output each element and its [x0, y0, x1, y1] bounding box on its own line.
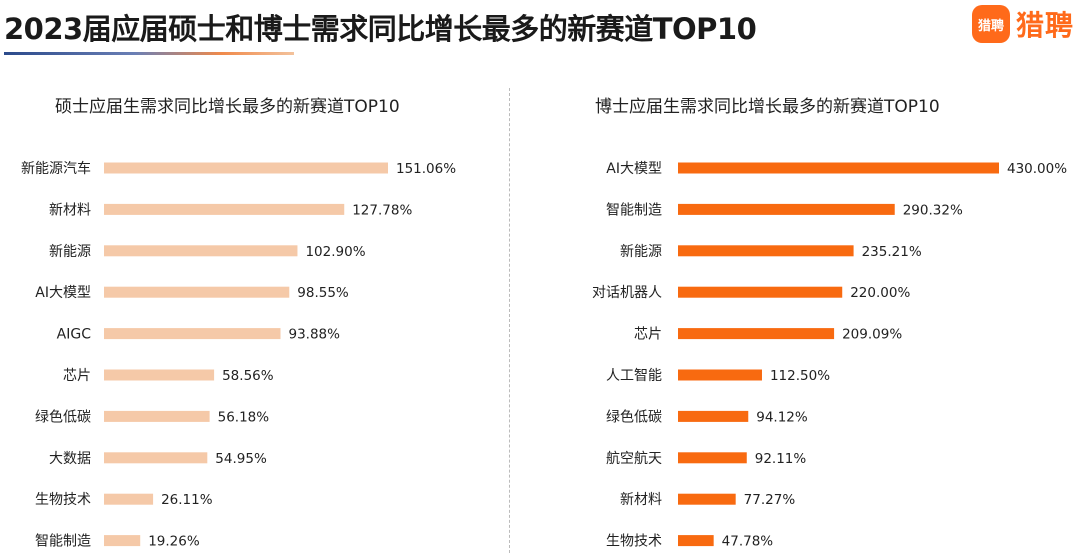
master-bar — [104, 535, 141, 547]
master-chart-title: 硕士应届生需求同比增长最多的新赛道TOP10 — [55, 97, 400, 117]
master-value-label: 56.18% — [218, 409, 270, 425]
master-bar — [104, 203, 345, 215]
phd-value-label: 290.32% — [903, 202, 963, 218]
master-value-label: 151.06% — [396, 161, 456, 177]
master-value-label: 26.11% — [161, 492, 213, 508]
phd-value-label: 47.78% — [722, 534, 774, 550]
phd-category-label: 对话机器人 — [592, 285, 662, 301]
master-value-label: 58.56% — [222, 368, 274, 384]
phd-bar — [678, 286, 843, 298]
phd-value-label: 430.00% — [1007, 161, 1067, 177]
master-bar — [104, 162, 388, 174]
phd-value-label: 92.11% — [755, 451, 807, 467]
master-category-label: 绿色低碳 — [35, 408, 91, 425]
phd-chart-title: 博士应届生需求同比增长最多的新赛道TOP10 — [595, 97, 940, 117]
phd-bar — [678, 162, 999, 174]
master-bar — [104, 286, 290, 298]
title-underline — [4, 52, 294, 55]
phd-category-label: AI大模型 — [606, 161, 662, 177]
phd-category-label: 新能源 — [620, 244, 662, 260]
phd-bar — [678, 452, 747, 464]
phd-bar — [678, 410, 749, 422]
phd-category-label: 生物技术 — [606, 534, 662, 550]
master-value-label: 93.88% — [288, 327, 340, 343]
master-value-label: 19.26% — [148, 534, 200, 550]
master-category-label: 生物技术 — [35, 492, 91, 508]
master-bar — [104, 493, 154, 505]
master-category-label: AIGC — [57, 327, 92, 343]
chart-divider — [509, 88, 510, 553]
liepin-logo-text: 猎聘 — [1015, 9, 1074, 42]
master-bar — [104, 410, 210, 422]
phd-bar — [678, 328, 835, 340]
master-value-label: 54.95% — [215, 451, 267, 467]
master-category-label: AI大模型 — [35, 285, 91, 301]
phd-category-label: 人工智能 — [606, 368, 662, 384]
phd-category-label: 芯片 — [634, 327, 662, 343]
phd-bar — [678, 245, 854, 257]
phd-category-label: 绿色低碳 — [606, 408, 662, 425]
phd-value-label: 77.27% — [744, 492, 796, 508]
master-value-label: 98.55% — [297, 285, 349, 301]
master-value-label: 127.78% — [352, 202, 412, 218]
master-category-label: 新能源汽车 — [21, 160, 91, 177]
phd-bar — [678, 493, 736, 505]
master-value-label: 102.90% — [305, 244, 365, 260]
page-title: 2023届应届硕士和博士需求同比增长最多的新赛道TOP10 — [4, 12, 757, 46]
phd-bar — [678, 369, 762, 381]
phd-value-label: 235.21% — [862, 244, 922, 260]
master-category-label: 新材料 — [49, 202, 91, 218]
master-category-label: 智能制造 — [35, 534, 91, 550]
phd-value-label: 209.09% — [842, 327, 902, 343]
master-category-label: 大数据 — [49, 451, 91, 467]
master-category-label: 芯片 — [63, 368, 91, 384]
phd-category-label: 智能制造 — [606, 202, 662, 218]
master-bar — [104, 245, 298, 257]
liepin-logo: 猎聘 猎聘 — [971, 4, 1074, 44]
master-category-label: 新能源 — [49, 244, 91, 260]
phd-bar — [678, 203, 895, 215]
phd-value-label: 220.00% — [850, 285, 910, 301]
phd-value-label: 112.50% — [770, 368, 830, 384]
master-bar — [104, 369, 215, 381]
phd-bar — [678, 535, 714, 547]
master-bar — [104, 452, 208, 464]
master-bar — [104, 328, 281, 340]
liepin-logo-icon: 猎聘 — [971, 5, 1010, 43]
phd-value-label: 94.12% — [756, 409, 808, 425]
phd-category-label: 新材料 — [620, 492, 662, 508]
phd-category-label: 航空航天 — [606, 451, 662, 467]
